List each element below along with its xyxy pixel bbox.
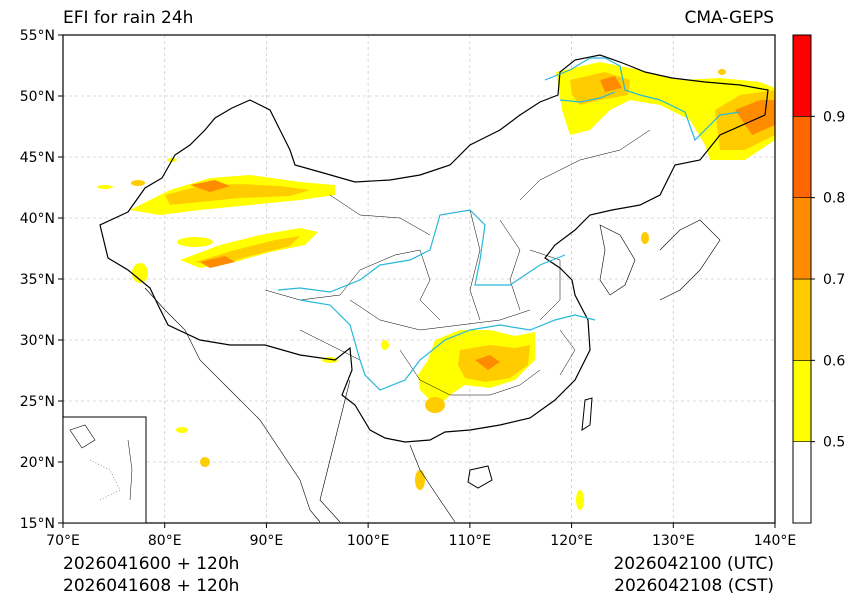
yangtze-river	[299, 299, 596, 391]
neighbour-borders	[144, 219, 721, 523]
efi-region-guangxi-spot	[425, 397, 445, 413]
map-title: EFI for rain 24h	[63, 8, 194, 28]
lat-tick-label: 15°N	[20, 516, 55, 532]
efi-region-xinjiang-west	[132, 263, 148, 283]
efi-spot	[131, 180, 145, 186]
taiwan-island	[581, 397, 593, 431]
lon-tick-label: 70°E	[46, 533, 80, 549]
efi-spot	[176, 427, 188, 433]
efi-region-south-china-peak	[475, 355, 500, 370]
lat-tick-label: 20°N	[20, 455, 55, 471]
efi-region-northeast-spot	[600, 76, 622, 92]
lat-tick-label: 25°N	[20, 394, 55, 410]
lon-tick-label: 80°E	[148, 533, 182, 549]
efi-spot	[576, 490, 584, 510]
amur-river	[544, 57, 741, 142]
colorbar-segment	[792, 441, 812, 524]
model-name: CMA-GEPS	[684, 8, 774, 28]
efi-spot	[415, 470, 425, 490]
china-border	[99, 54, 769, 443]
efi-spot	[381, 340, 389, 350]
south-china-sea-inset	[62, 416, 147, 524]
valid-time-utc: 2026042100 (UTC)	[613, 554, 774, 574]
efi-spot	[97, 185, 113, 189]
colorbar-segment	[792, 278, 812, 361]
init-time-utc: 2026041600 + 120h	[63, 554, 240, 574]
songhua-river	[559, 91, 616, 103]
colorbar-segment	[792, 34, 812, 117]
colorbar-segment	[792, 360, 812, 442]
colorbar: 0.5 0.6 0.7 0.8 0.9	[792, 34, 845, 524]
colorbar-label: 0.7	[823, 272, 845, 288]
lat-tick-label: 35°N	[20, 272, 55, 288]
gridlines	[63, 35, 775, 523]
efi-spot	[200, 457, 210, 467]
colorbar-label: 0.5	[823, 435, 845, 451]
lat-tick-label: 30°N	[20, 333, 55, 349]
lat-tick-label: 55°N	[20, 28, 55, 44]
efi-region-xinjiang-south-peak	[200, 256, 235, 268]
efi-region-northeast-east-core	[735, 100, 775, 135]
lon-tick-label: 100°E	[347, 533, 390, 549]
colorbar-label: 0.8	[823, 191, 845, 207]
yellow-river	[277, 209, 566, 293]
colorbar-label: 0.9	[823, 109, 845, 125]
latitude-ticks: 15°N 20°N 25°N 30°N 35°N 40°N 45°N 50°N 55°N	[20, 28, 63, 532]
efi-region-xinjiang-patch	[177, 237, 213, 247]
colorbar-frame	[792, 34, 812, 524]
efi-region-xinjiang-north-peak	[190, 180, 230, 192]
lon-tick-label: 130°E	[652, 533, 695, 549]
province-borders	[264, 129, 651, 396]
init-time-cst: 2026041608 + 120h	[63, 576, 240, 596]
lat-tick-label: 45°N	[20, 150, 55, 166]
hainan-island	[467, 465, 493, 489]
lat-tick-label: 40°N	[20, 211, 55, 227]
colorbar-label: 0.6	[823, 353, 845, 369]
lon-tick-label: 140°E	[754, 533, 797, 549]
lon-tick-label: 110°E	[449, 533, 492, 549]
colorbar-segment	[792, 197, 812, 280]
efi-spot	[641, 232, 649, 244]
efi-shading	[97, 62, 775, 510]
lat-tick-label: 50°N	[20, 89, 55, 105]
rivers	[277, 57, 741, 391]
lon-tick-label: 120°E	[550, 533, 593, 549]
efi-spot	[718, 69, 726, 75]
colorbar-segment	[792, 116, 812, 198]
longitude-ticks: 70°E 80°E 90°E 100°E 110°E 120°E 130°E 140°E	[46, 523, 796, 549]
efi-region-xinjiang-north-core	[165, 184, 310, 205]
lon-tick-label: 90°E	[250, 533, 284, 549]
valid-time-cst: 2026042108 (CST)	[614, 576, 774, 596]
